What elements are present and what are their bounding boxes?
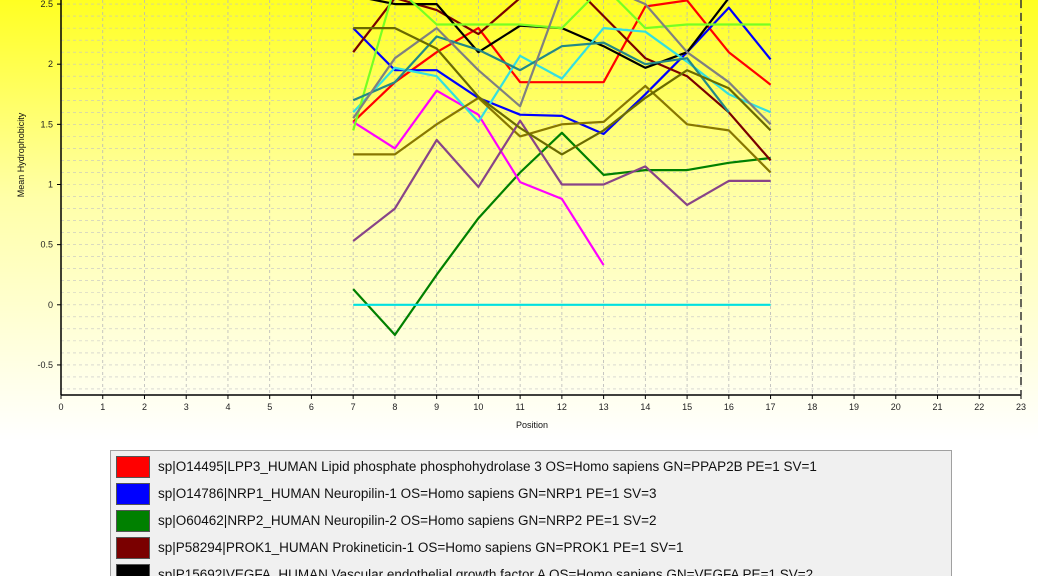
x-tick-label: 9 — [434, 402, 439, 412]
legend-swatch — [116, 509, 150, 532]
x-tick-label: 5 — [267, 402, 272, 412]
series-line-12 — [352, 0, 772, 126]
series-line-11 — [352, 35, 730, 113]
y-tick-label: 2 — [48, 59, 53, 69]
legend-swatch — [116, 455, 150, 478]
x-tick-label: 3 — [184, 402, 189, 412]
y-axis-label: Mean Hydrophobicity — [16, 112, 26, 197]
x-tick-label: 17 — [766, 402, 776, 412]
x-tick-label: 14 — [640, 402, 650, 412]
x-tick-label: 4 — [225, 402, 230, 412]
y-tick-label: 0.5 — [40, 240, 53, 250]
series-line-10 — [353, 84, 772, 174]
axes — [60, 0, 1022, 396]
series-line-2 — [352, 6, 772, 136]
x-tick-label: 18 — [807, 402, 817, 412]
x-tick-label: 20 — [891, 402, 901, 412]
x-tick-label: 11 — [515, 402, 524, 412]
y-tick-label: 2.5 — [40, 0, 53, 9]
x-tick-label: 21 — [933, 402, 943, 412]
legend-label: sp|P58294|PROK1_HUMAN Prokineticin-1 OS=… — [158, 540, 684, 555]
legend-label: sp|O60462|NRP2_HUMAN Neuropilin-2 OS=Hom… — [158, 513, 657, 528]
tick-labels: 0 1 2 3 4 5 6 7 8 9 10 11 12 13 14 15 16 17 18 19 20 21 22 23-0… — [37, 0, 1026, 412]
x-tick-label: 7 — [351, 402, 356, 412]
legend: sp|O14495|LPP3_HUMAN Lipid phosphate pho… — [110, 450, 952, 576]
grid — [60, 0, 1022, 395]
chart-background — [0, 0, 1038, 440]
legend-swatch — [116, 563, 150, 576]
y-tick-label: 0 — [48, 300, 53, 310]
x-tick-label: 15 — [682, 402, 692, 412]
series-line-8 — [352, 27, 772, 124]
series-line-3 — [352, 131, 771, 336]
series-lines — [352, 0, 772, 336]
series-line-13 — [352, 119, 771, 242]
x-tick-label: 2 — [142, 402, 147, 412]
series-line-6 — [352, 89, 605, 266]
x-axis-label: Position — [516, 420, 548, 430]
legend-item[interactable]: sp|P58294|PROK1_HUMAN Prokineticin-1 OS=… — [111, 535, 951, 560]
legend-swatch — [116, 536, 150, 559]
x-tick-label: 1 — [100, 402, 105, 412]
x-tick-label: 13 — [599, 402, 609, 412]
series-line-4 — [352, 0, 772, 162]
series-line-9 — [352, 0, 771, 131]
x-tick-label: 6 — [309, 402, 314, 412]
legend-item[interactable]: sp|O60462|NRP2_HUMAN Neuropilin-2 OS=Hom… — [111, 508, 951, 533]
y-tick-label: 1 — [48, 179, 53, 189]
legend-swatch — [116, 482, 150, 505]
legend-item[interactable]: sp|O14495|LPP3_HUMAN Lipid phosphate pho… — [111, 454, 951, 479]
x-tick-label: 8 — [392, 402, 397, 412]
legend-label: sp|O14786|NRP1_HUMAN Neuropilin-1 OS=Hom… — [158, 486, 657, 501]
x-tick-label: 10 — [473, 402, 483, 412]
x-tick-label: 23 — [1016, 402, 1026, 412]
y-tick-label: 1.5 — [40, 119, 53, 129]
series-line-1 — [352, 0, 772, 123]
x-tick-label: 0 — [58, 402, 63, 412]
x-tick-label: 16 — [724, 402, 734, 412]
x-tick-label: 12 — [557, 402, 567, 412]
legend-item[interactable]: sp|P15692|VEGFA_HUMAN Vascular endotheli… — [111, 562, 951, 576]
y-tick-label: -0.5 — [37, 360, 53, 370]
legend-label: sp|P15692|VEGFA_HUMAN Vascular endotheli… — [158, 567, 814, 576]
legend-item[interactable]: sp|O14786|NRP1_HUMAN Neuropilin-1 OS=Hom… — [111, 481, 951, 506]
legend-label: sp|O14495|LPP3_HUMAN Lipid phosphate pho… — [158, 459, 817, 474]
series-line-14 — [353, 27, 772, 156]
hydrophobicity-chart: 0 1 2 3 4 5 6 7 8 9 10 11 12 13 14 15 16 17 18 19 20 21 22 23-0… — [0, 0, 1038, 440]
x-tick-label: 22 — [974, 402, 984, 412]
x-tick-label: 19 — [849, 402, 859, 412]
